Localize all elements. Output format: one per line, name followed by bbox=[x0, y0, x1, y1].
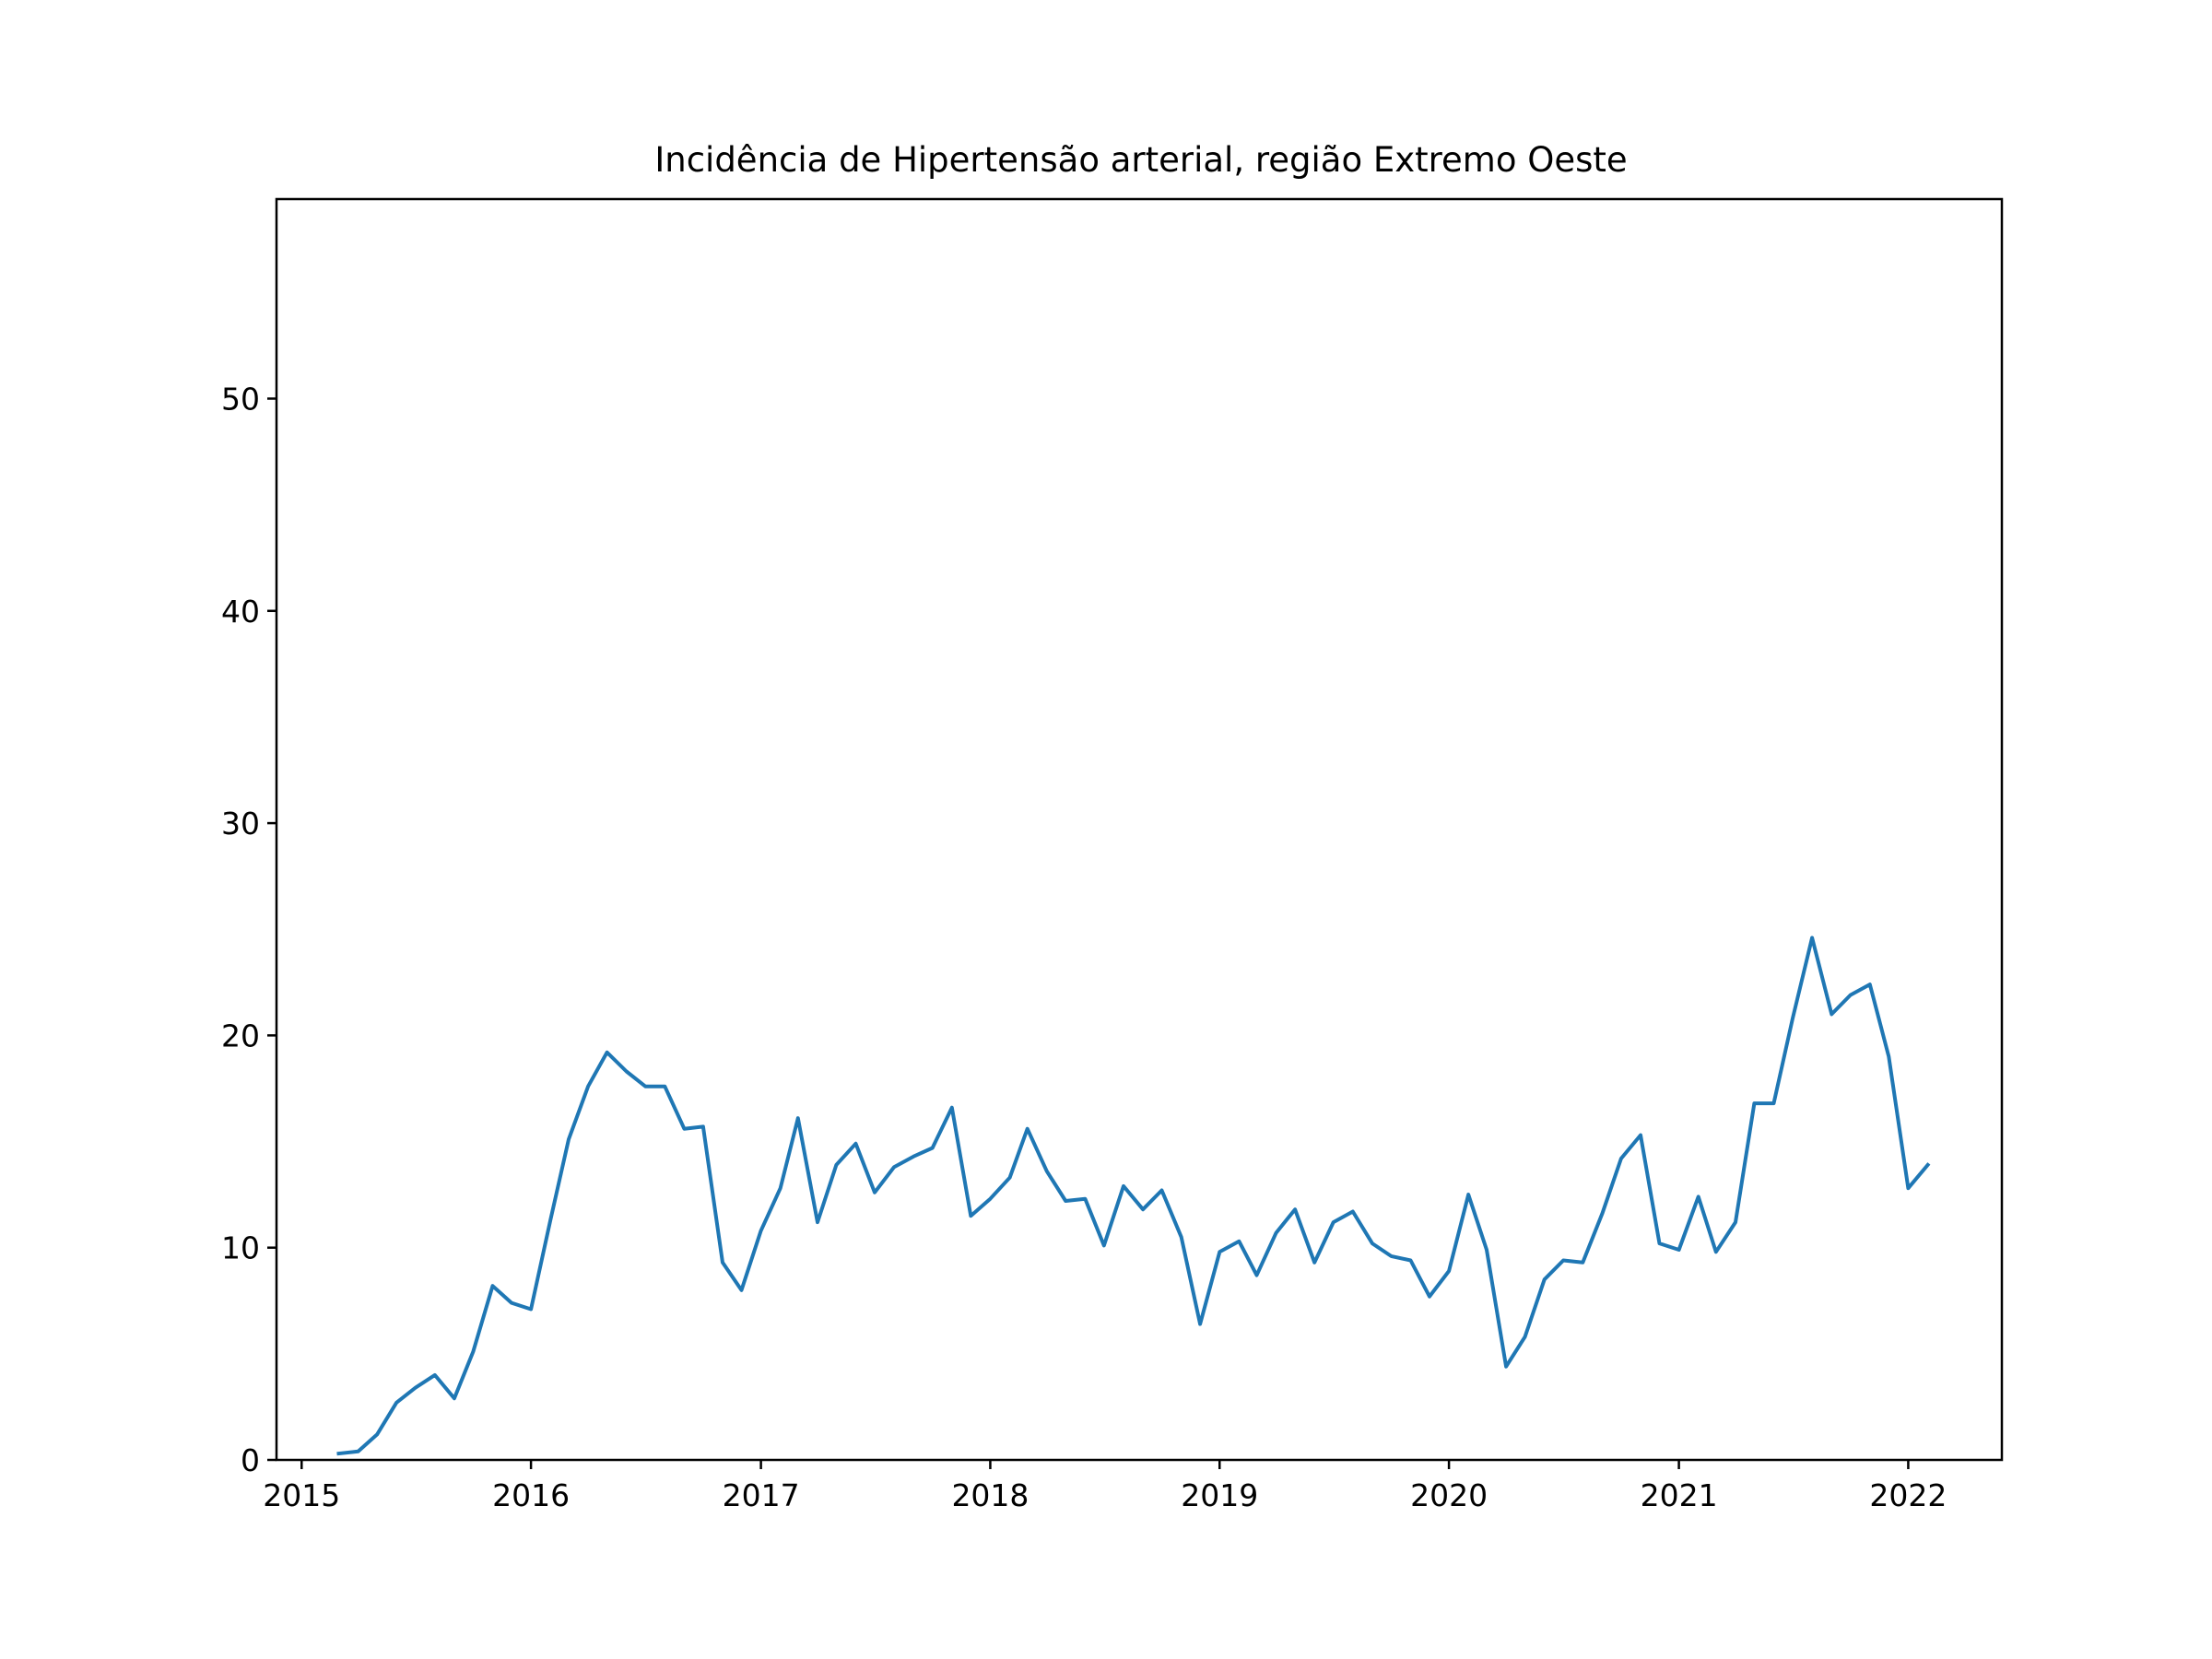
x-tick-label: 2016 bbox=[492, 1477, 570, 1513]
series-line bbox=[336, 935, 1931, 1456]
x-tick-label: 2015 bbox=[263, 1477, 340, 1513]
x-tick-label: 2020 bbox=[1410, 1477, 1488, 1513]
x-tick-label: 2018 bbox=[951, 1477, 1029, 1513]
chart-title: Incidência de Hipertensão arterial, regi… bbox=[654, 140, 1627, 180]
y-tick-label: 20 bbox=[221, 1018, 260, 1053]
x-tick-label: 2022 bbox=[1869, 1477, 1947, 1513]
x-tick-label: 2021 bbox=[1641, 1477, 1718, 1513]
y-tick-label: 0 bbox=[241, 1442, 260, 1478]
plot-frame bbox=[275, 197, 2004, 1462]
x-axis: 2015 2016 2017 2018 2019 2020 2021 2022 bbox=[263, 1460, 1947, 1513]
y-tick-label: 50 bbox=[221, 381, 260, 417]
x-tick-label: 2019 bbox=[1181, 1477, 1258, 1513]
y-axis: 0 10 20 30 40 50 bbox=[221, 381, 276, 1478]
y-tick-label: 10 bbox=[221, 1230, 260, 1266]
x-tick-label: 2017 bbox=[723, 1477, 800, 1513]
y-tick-label: 30 bbox=[221, 806, 260, 841]
y-tick-label: 40 bbox=[221, 594, 260, 629]
